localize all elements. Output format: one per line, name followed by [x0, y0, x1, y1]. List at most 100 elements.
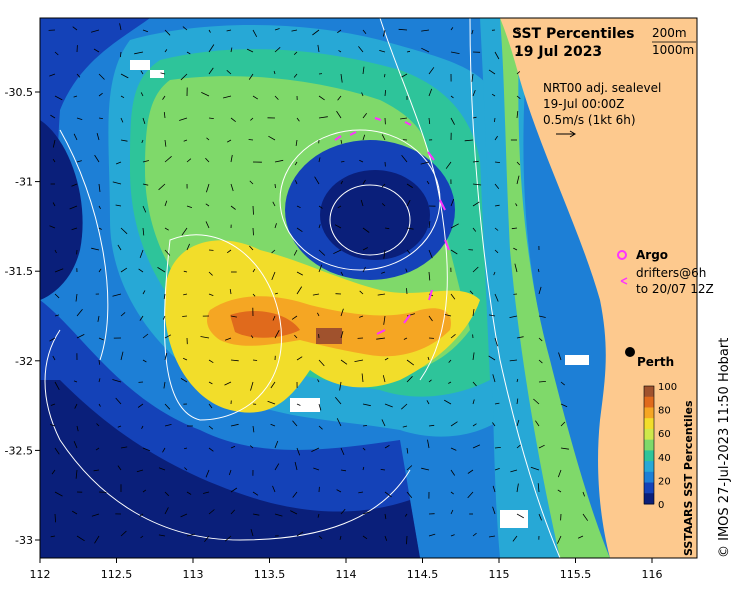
contour-1000-label: 1000m: [652, 43, 694, 57]
velocity-arrow: [120, 139, 128, 142]
velocity-arrow: [427, 439, 430, 449]
velocity-arrow: [93, 48, 100, 53]
perth-label: Perth: [637, 355, 674, 369]
velocity-arrow: [336, 489, 342, 493]
velocity-arrow: [428, 88, 433, 97]
velocity-arrow: [379, 50, 386, 53]
velocity-arrow: [516, 111, 519, 119]
velocity-arrow: [54, 447, 60, 455]
shelf-strip-green: [500, 18, 610, 558]
velocity-arrow: [494, 402, 500, 405]
velocity-arrow: [361, 92, 364, 97]
velocity-arrow: [472, 444, 481, 449]
velocity-arrow: [158, 534, 166, 537]
velocity-arrow: [359, 290, 364, 295]
velocity-arrow: [450, 51, 460, 54]
cloud-patch: [565, 355, 589, 365]
colorbar-segment: [644, 386, 654, 398]
velocity-arrow: [246, 48, 254, 53]
velocity-arrow: [494, 468, 500, 471]
velocity-arrow: [318, 205, 323, 209]
velocity-arrow: [76, 308, 83, 317]
velocity-arrow: [582, 513, 589, 521]
cloud-patch: [150, 70, 164, 78]
velocity-arrow: [340, 469, 347, 472]
velocity-arrow: [164, 424, 172, 427]
velocity-arrow: [450, 293, 456, 300]
colorbar-segment: [644, 428, 654, 441]
velocity-arrow: [182, 315, 188, 317]
velocity-arrow: [230, 487, 238, 493]
drifter-legend-line1: drifters@6h: [636, 266, 706, 280]
velocity-arrow: [71, 227, 78, 231]
velocity-arrow: [488, 535, 496, 538]
x-tick-label: 112.5: [101, 568, 133, 581]
velocity-arrow: [381, 203, 386, 207]
velocity-arrow: [384, 513, 387, 520]
velocity-arrow: [538, 315, 546, 318]
velocity-arrow: [208, 425, 214, 430]
x-tick-label: 115.5: [560, 568, 592, 581]
velocity-arrow: [95, 447, 100, 451]
colorbar-segment: [644, 396, 654, 408]
velocity-arrow: [384, 90, 386, 97]
velocity-arrow: [401, 154, 408, 163]
y-tick-label: -32: [15, 355, 33, 368]
argo-legend-label: Argo: [636, 248, 668, 262]
velocity-arrow: [516, 71, 521, 75]
drifter-legend-marker: [620, 277, 628, 285]
velocity-arrow: [337, 29, 342, 34]
velocity-arrow: [142, 359, 147, 363]
warm-tongue-orange: [207, 296, 451, 357]
velocity-arrow: [338, 50, 342, 53]
velocity-arrow: [492, 422, 496, 427]
velocity-arrow: [450, 249, 458, 255]
velocity-arrow: [230, 423, 239, 427]
velocity-arrow: [318, 403, 322, 411]
velocity-arrow: [54, 491, 63, 497]
velocity-arrow: [249, 245, 254, 251]
velocity-arrow: [98, 337, 104, 341]
velocity-arrow: [472, 399, 475, 405]
velocity-arrow: [312, 293, 320, 296]
velocity-arrow: [406, 535, 408, 545]
velocity-arrow: [69, 205, 78, 210]
colorbar-segment: [644, 450, 654, 462]
velocity-arrow: [204, 535, 210, 543]
drifter-legend-line2: to 20/07 12Z: [636, 282, 714, 296]
velocity-arrow: [76, 535, 85, 542]
velocity-arrow: [96, 132, 100, 141]
velocity-arrow: [142, 447, 151, 452]
velocity-arrow: [226, 69, 232, 75]
velocity-arrow: [205, 221, 210, 229]
velocity-arrow: [360, 199, 364, 207]
velocity-arrow: [406, 465, 413, 471]
velocity-arrow: [494, 447, 501, 449]
velocity-arrow: [120, 227, 128, 235]
velocity-arrow: [186, 491, 192, 495]
velocity-arrow: [296, 117, 300, 122]
colorbar-segment: [644, 471, 654, 484]
velocity-arrow: [274, 223, 277, 229]
velocity-arrow: [274, 47, 281, 53]
velocity-arrow: [182, 26, 188, 31]
velocity-arrow: [362, 535, 368, 540]
velocity-arrow: [271, 249, 276, 254]
velocity-arrow: [230, 315, 237, 318]
velocity-arrow: [404, 513, 408, 517]
velocity-arrow: [317, 379, 320, 383]
colorbar-tick-label: 80: [658, 406, 671, 417]
velocity-arrow: [74, 403, 78, 409]
velocity-arrow: [184, 467, 188, 471]
velocity-arrow: [164, 155, 172, 163]
velocity-arrow: [138, 268, 144, 273]
velocity-arrow: [274, 159, 284, 163]
velocity-arrow: [274, 28, 280, 31]
velocity-arrow: [208, 359, 214, 364]
velocity-arrow: [516, 161, 521, 166]
velocity-arrow: [494, 227, 499, 231]
map-date: 19 Jul 2023: [514, 44, 602, 60]
velocity-arrow: [158, 183, 166, 191]
velocity-arrow: [538, 444, 545, 449]
velocity-arrow: [120, 312, 126, 317]
